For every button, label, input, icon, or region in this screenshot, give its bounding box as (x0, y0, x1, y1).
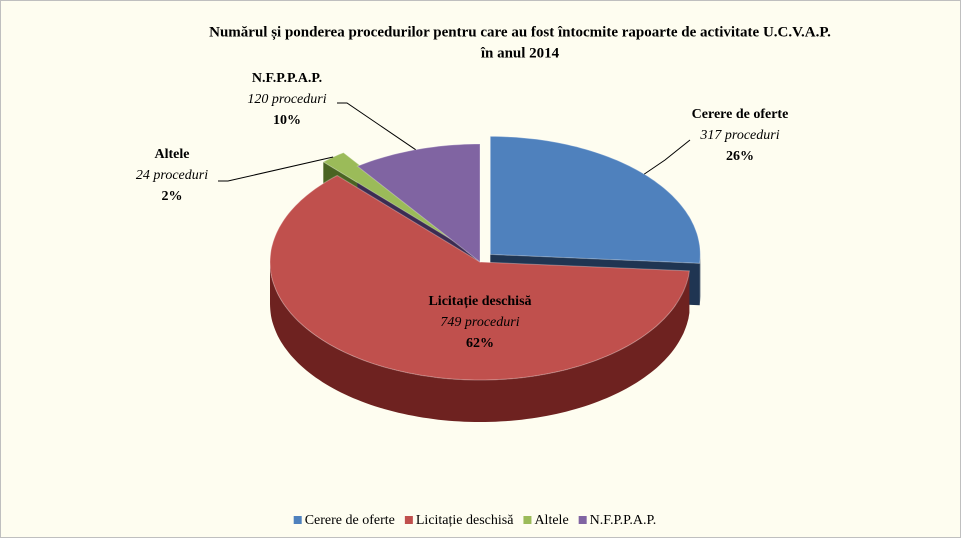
legend-label: N.F.P.P.A.P. (590, 513, 657, 528)
legend-swatch (293, 516, 302, 524)
leader-line (218, 156, 334, 182)
data-label-value: 24 proceduri (136, 168, 208, 183)
legend-label: Altele (534, 513, 568, 528)
slice (269, 174, 690, 381)
legend-swatch (404, 516, 413, 524)
data-label-value: 120 proceduri (247, 92, 326, 107)
data-label-value: 749 proceduri (440, 315, 519, 330)
data-label-share: 2% (162, 189, 183, 204)
data-label-name: Cerere de oferte (692, 107, 789, 122)
data-label-share: 10% (273, 113, 301, 128)
data-label-name: N.F.P.P.A.P. (252, 71, 322, 86)
chart-title: Numărul și ponderea procedurilor pentru … (209, 24, 831, 40)
leader-line (643, 139, 691, 175)
leader-line (337, 102, 416, 151)
data-label-name: Licitație deschisă (428, 294, 531, 309)
data-label-share: 62% (466, 336, 494, 351)
slice-side (699, 254, 701, 306)
legend-swatch (578, 516, 587, 524)
legend-swatch (523, 516, 532, 524)
slice (322, 152, 467, 249)
data-label-name: Altele (155, 147, 190, 162)
slice-side (270, 262, 690, 422)
chart-title: în anul 2014 (480, 45, 560, 61)
slice (489, 135, 701, 264)
data-label-value: 317 proceduri (699, 128, 779, 143)
legend-label: Licitație deschisă (416, 513, 514, 528)
legend-label: Cerere de oferte (305, 513, 395, 528)
data-label-share: 26% (726, 149, 754, 164)
legend: Cerere de oferte Licitație deschisă Altele… (293, 513, 657, 528)
